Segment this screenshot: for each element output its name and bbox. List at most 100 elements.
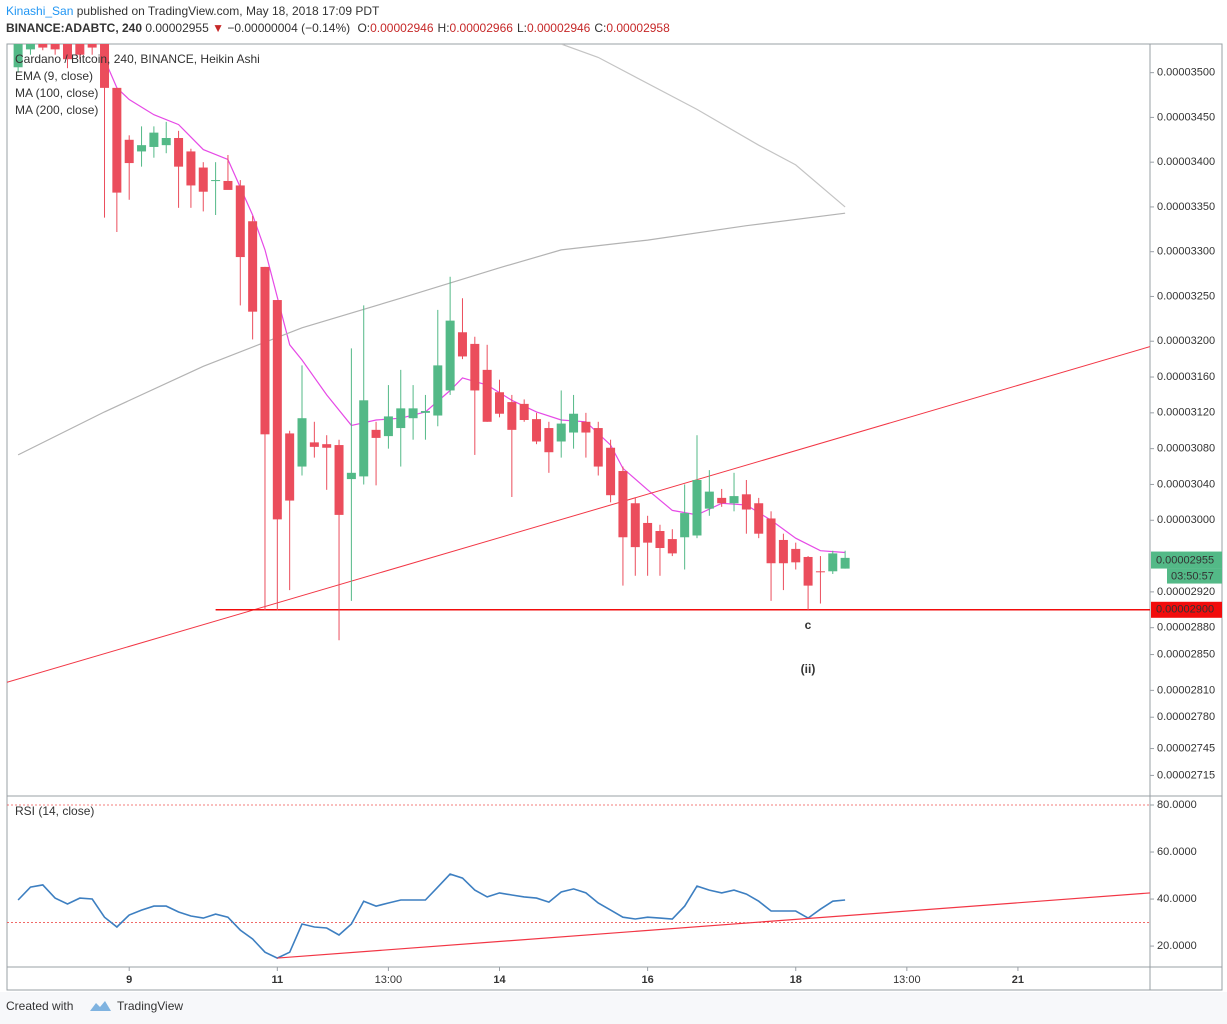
logo[interactable]	[90, 1001, 111, 1011]
footer-bg	[0, 992, 1227, 1024]
candle-body	[556, 423, 566, 442]
candle-body	[717, 497, 727, 504]
price: 0.00002955	[145, 21, 209, 35]
symbol: BINANCE:ADABTC, 240	[6, 21, 142, 35]
x-tick-label: 21	[1012, 974, 1024, 986]
rsi-line	[17, 873, 846, 959]
candle-body	[457, 332, 467, 357]
level-box	[1151, 601, 1222, 618]
y-tick-label: 0.00003040	[1157, 478, 1215, 490]
y-tick-label: 0.00003080	[1157, 443, 1215, 455]
y-tick-label: 20.0000	[1157, 940, 1197, 952]
candle-body	[532, 419, 542, 442]
candle-body	[149, 132, 159, 147]
candle-body	[235, 185, 245, 258]
trendline	[7, 346, 1150, 683]
annotation: (ii)	[801, 662, 816, 676]
y-tick-label: 0.00003500	[1157, 67, 1215, 79]
candle-body	[100, 44, 110, 88]
candle-body	[309, 442, 319, 447]
ohlc-value: 0.00002966	[450, 21, 514, 35]
ohlc-value: 0.00002958	[606, 21, 670, 35]
y-tick-label: 0.00003400	[1157, 156, 1215, 168]
candle-body	[50, 44, 60, 50]
quote-line: BINANCE:ADABTC, 240 0.00002955 ▼ −0.0000…	[6, 21, 670, 35]
footer: Created with TradingView	[0, 992, 1227, 1024]
y-tick-label: 0.00002880	[1157, 622, 1215, 634]
ohlc-key: C:	[594, 21, 606, 35]
ohlc-value: 0.00002946	[527, 21, 591, 35]
y-tick-label: 0.00003250	[1157, 290, 1215, 302]
y-tick-label: 0.00002850	[1157, 648, 1215, 660]
candle-body	[297, 418, 307, 467]
candle-body	[445, 320, 455, 391]
x-tick-label: 9	[126, 974, 132, 986]
candle-body	[791, 548, 801, 563]
candle-body	[606, 447, 616, 496]
candle-body	[408, 408, 418, 419]
candle-body	[754, 503, 764, 534]
candle-body	[692, 479, 702, 536]
y-tick-label: 0.00003450	[1157, 111, 1215, 123]
x-tick-label: 16	[641, 974, 653, 986]
candle-body	[371, 429, 381, 438]
y-tick-label: 0.00002810	[1157, 684, 1215, 696]
candle-body	[198, 167, 208, 192]
legend-entry: MA (100, close)	[15, 86, 98, 100]
main-overlay: EMA (9, close) MA (100, close) MA (200, cl…	[15, 52, 815, 818]
candle-body	[593, 428, 603, 467]
countdown-box	[1167, 568, 1222, 584]
candle-body	[285, 433, 295, 501]
candle-body	[38, 44, 48, 48]
candle-body	[62, 44, 72, 60]
candle-body	[803, 556, 813, 586]
candle-body	[828, 553, 838, 572]
y-tick-label: 40.0000	[1157, 893, 1197, 905]
candle-body	[248, 221, 258, 312]
countdown: 03:50:57	[1171, 570, 1214, 582]
candle-body	[581, 421, 591, 433]
brand[interactable]: TradingView	[117, 999, 183, 1013]
candle-body	[383, 416, 393, 437]
y-tick-label: 0.00003300	[1157, 246, 1215, 258]
candle-body	[643, 522, 653, 543]
candle-body	[569, 413, 579, 433]
y-tick-label: 0.00003000	[1157, 514, 1215, 526]
axes: 0.00003500 0.00003450 0.00003400 0.00003350…	[126, 67, 1222, 986]
candle-body	[13, 44, 23, 68]
legend-entry: MA (200, close)	[15, 103, 98, 117]
border	[6, 43, 1223, 991]
candle-body	[433, 365, 443, 416]
candle-body	[667, 539, 677, 554]
candle-body	[482, 369, 492, 422]
y-tick-label: 0.00002780	[1157, 711, 1215, 723]
author[interactable]: Kinashi_San	[6, 4, 73, 18]
header: Kinashi_San published on TradingView.com…	[6, 4, 670, 35]
candle-body	[359, 400, 369, 477]
main-pane	[7, 44, 1150, 683]
candle-body	[223, 180, 233, 190]
chart-title: Cardano / Bitcoin, 240, BINANCE, Heikin …	[15, 52, 260, 66]
candle-body	[704, 491, 714, 509]
candle-body	[495, 392, 505, 414]
last-price-label: 0.00002955	[1156, 554, 1214, 566]
ma-line	[560, 44, 846, 208]
last-price-box	[1151, 551, 1222, 569]
candle-body	[519, 403, 529, 420]
ohlc-key: L:	[517, 21, 527, 35]
legend-entry: EMA (9, close)	[15, 69, 93, 83]
candle-body	[25, 44, 35, 50]
y-tick-label: 0.00002745	[1157, 742, 1215, 754]
candle-body	[507, 402, 517, 430]
candle-body	[680, 513, 690, 538]
candle-body	[544, 428, 554, 453]
ohlc-value: 0.00002946	[370, 21, 434, 35]
y-tick-label: 60.0000	[1157, 846, 1197, 858]
y-tick-label: 0.00003200	[1157, 335, 1215, 347]
candle-body	[815, 571, 825, 573]
candle-body	[618, 471, 628, 538]
candle-body	[272, 300, 282, 520]
